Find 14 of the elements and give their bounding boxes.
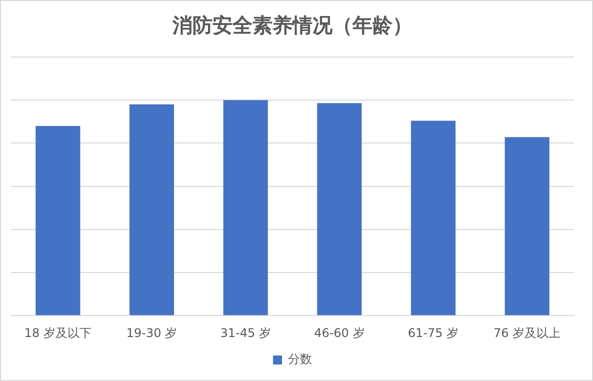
- x-tick-label: 76 岁及以上: [494, 326, 561, 340]
- x-tick-label: 46-60 岁: [314, 326, 365, 340]
- bar: [36, 126, 80, 316]
- bar: [410, 120, 456, 316]
- bar: [129, 104, 174, 316]
- legend-label: 分数: [288, 352, 312, 366]
- x-tick-label: 18 岁及以下: [24, 326, 92, 340]
- x-tick-label: 31-45 岁: [220, 326, 271, 340]
- bar: [504, 137, 550, 316]
- bar: [317, 103, 362, 316]
- x-tick-label: 61-75 岁: [408, 326, 459, 340]
- x-tick-label: 19-30 岁: [126, 326, 178, 340]
- bar: [223, 100, 268, 316]
- chart-title: 消防安全素养情况（年龄）: [172, 13, 412, 38]
